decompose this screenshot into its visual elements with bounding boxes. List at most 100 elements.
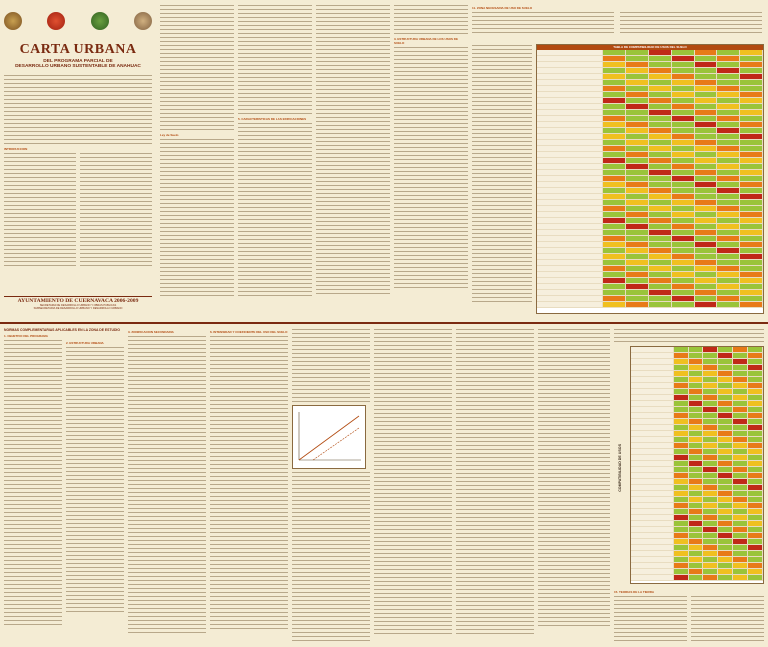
table-row [537, 152, 763, 158]
table-cell [673, 497, 689, 502]
table-cell [671, 50, 695, 55]
table-row [537, 284, 763, 290]
table-cell [649, 230, 672, 235]
table-cell [718, 509, 734, 514]
table-row [631, 467, 763, 473]
table-row [537, 242, 763, 248]
table-row-label [537, 224, 604, 229]
table-cell [603, 302, 627, 307]
table-row-label [631, 491, 674, 496]
table-cell [703, 503, 719, 508]
table-cell [603, 224, 627, 229]
table-row-label [537, 278, 604, 283]
table-cell [717, 206, 741, 211]
table-cell [748, 359, 763, 364]
table-cell [626, 56, 649, 61]
table-cell [673, 575, 689, 580]
table-cell [603, 260, 627, 265]
table-row [631, 389, 763, 395]
table-cell [703, 413, 719, 418]
table-cell [626, 68, 649, 73]
table-cell [694, 194, 718, 199]
table-cell [649, 152, 672, 157]
table-cell [626, 266, 649, 271]
table-row-label [631, 407, 674, 412]
table-cell [748, 515, 763, 520]
table-cell [603, 236, 627, 241]
compatibility-table: TABLA DE COMPATIBILIDAD DE USOS DEL SUEL… [536, 44, 764, 314]
table-cell [673, 545, 689, 550]
table-cell [718, 539, 734, 544]
table-row-label [631, 371, 674, 376]
table-cell [649, 86, 672, 91]
table-cell [688, 551, 704, 556]
table-cell [718, 353, 734, 358]
table-cell [733, 557, 749, 562]
table-cell [649, 116, 672, 121]
bottom-sub-1: 1. OBJETIVO DEL PROGRAMA [4, 334, 48, 338]
table-cell [688, 443, 704, 448]
page-subtitle-2: DESARROLLO URBANO SUSTENTABLE DE ANAHUAC [15, 64, 141, 69]
table-cell [603, 62, 627, 67]
table-cell [694, 296, 718, 301]
table-row-label [537, 128, 604, 133]
table-cell [649, 242, 672, 247]
table-cell [718, 449, 734, 454]
table-cell [603, 80, 627, 85]
table-row [537, 146, 763, 152]
table-row [631, 515, 763, 521]
table-cell [626, 182, 649, 187]
table-row-label [631, 509, 674, 514]
table-cell [626, 242, 649, 247]
table-cell [671, 200, 695, 205]
table-cell [717, 248, 741, 253]
table-cell [673, 383, 689, 388]
table-cell [740, 260, 763, 265]
table-cell [733, 545, 749, 550]
table-cell [603, 152, 627, 157]
table-row-label [537, 212, 604, 217]
table-cell [694, 224, 718, 229]
table-cell [603, 104, 627, 109]
table-cell [688, 449, 704, 454]
table-cell [703, 377, 719, 382]
table-row [631, 539, 763, 545]
table-cell [671, 92, 695, 97]
table-cell [626, 86, 649, 91]
table-row-label [631, 467, 674, 472]
table-cell [649, 302, 672, 307]
table-cell [626, 200, 649, 205]
table-cell [748, 557, 763, 562]
table-cell [748, 401, 763, 406]
table-cell [718, 389, 734, 394]
table-row [631, 497, 763, 503]
table-cell [626, 170, 649, 175]
table-cell [703, 557, 719, 562]
table-cell [717, 68, 741, 73]
bottom-column-3: 6. INTENSIDAD Y COEFICIENTE DEL USO DEL … [210, 328, 288, 644]
table-cell [626, 248, 649, 253]
table-row-label [537, 62, 604, 67]
footer-sub-1: SECRETARIA DE DESARROLLO URBANO Y OBRAS … [39, 304, 117, 307]
table-cell [603, 116, 627, 121]
table-cell [748, 419, 763, 424]
table-cell [733, 491, 749, 496]
table-cell [733, 515, 749, 520]
table-cell [740, 296, 763, 301]
table-cell [718, 419, 734, 424]
table-cell [748, 365, 763, 370]
table-cell [688, 569, 704, 574]
table-cell [673, 533, 689, 538]
table-cell [649, 224, 672, 229]
table-cell [748, 545, 763, 550]
table-cell [688, 527, 704, 532]
table-cell [688, 389, 704, 394]
table-cell [717, 152, 741, 157]
table-cell [603, 254, 627, 259]
table-row [537, 56, 763, 62]
table-row-label [631, 419, 674, 424]
table-row [537, 278, 763, 284]
table-row-label [537, 230, 604, 235]
table-cell [673, 491, 689, 496]
table-row-label [631, 497, 674, 502]
